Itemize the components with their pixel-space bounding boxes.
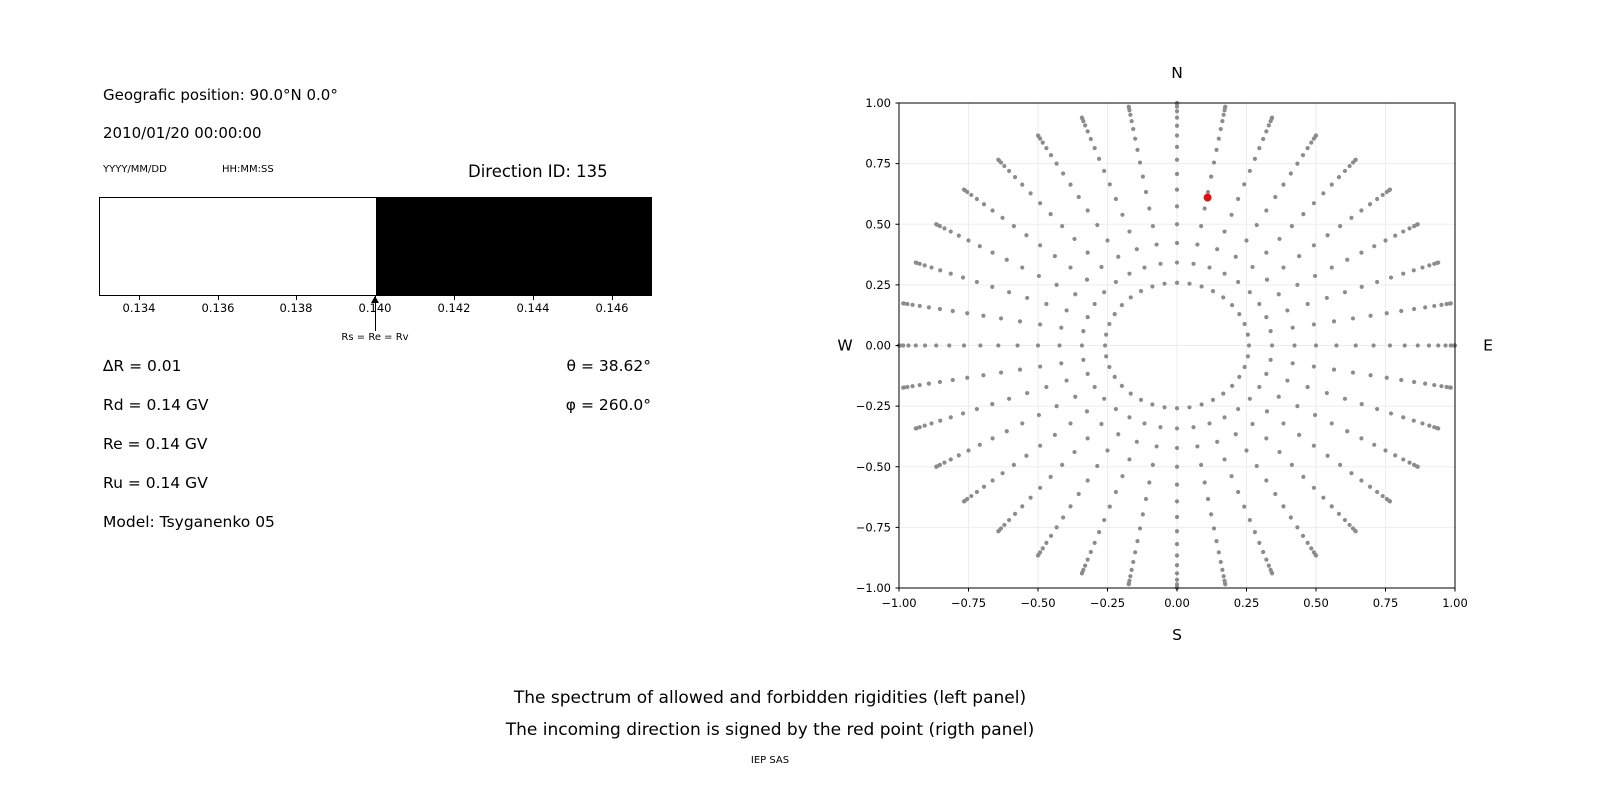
time-format-label: HH:MM:SS — [222, 164, 274, 175]
svg-text:0.75: 0.75 — [865, 157, 891, 171]
direction-id-text: Direction ID: 135 — [468, 162, 608, 181]
spectrum-x-tick — [454, 296, 455, 300]
svg-text:1.00: 1.00 — [1442, 596, 1468, 610]
theta-text: θ = 38.62° — [566, 357, 651, 375]
rigidity-marker-arrow-head — [371, 296, 379, 303]
compass-label-east: E — [1483, 337, 1493, 355]
spectrum-x-tick-label: 0.136 — [201, 301, 235, 315]
svg-text:0.75: 0.75 — [1373, 596, 1399, 610]
spectrum-x-tick-label: 0.134 — [122, 301, 156, 315]
svg-text:−0.75: −0.75 — [951, 596, 986, 610]
svg-text:0.50: 0.50 — [865, 217, 891, 231]
red-direction-point — [1203, 193, 1212, 202]
caption-line-1: The spectrum of allowed and forbidden ri… — [513, 688, 1027, 708]
spectrum-x-tick — [612, 296, 613, 300]
spectrum-x-tick — [533, 296, 534, 300]
spectrum-x-tick-label: 0.138 — [279, 301, 313, 315]
svg-text:−0.50: −0.50 — [856, 460, 891, 474]
delta-r-text: ∆R = 0.01 — [103, 357, 182, 375]
spectrum-x-tick-label: 0.146 — [595, 301, 629, 315]
ru-text: Ru = 0.14 GV — [103, 474, 208, 492]
direction-plot: −1.00 −0.75 −0.50 −0.25 0.00 0.25 0.50 0.75 1.00… — [837, 64, 1493, 644]
geographic-position-text: Geografic position: 90.0°N 0.0° — [103, 86, 338, 104]
svg-text:−1.00: −1.00 — [881, 596, 916, 610]
rigidity-marker-label: Rs = Re = Rv — [341, 332, 409, 343]
date-format-label: YYYY/MM/DD — [103, 164, 167, 175]
svg-text:−0.75: −0.75 — [856, 520, 891, 534]
svg-text:−0.25: −0.25 — [856, 399, 891, 413]
forbidden-region — [375, 198, 651, 295]
plot-axis-tick-labels: −1.00 −0.75 −0.50 −0.25 0.00 0.25 0.50 0.75 1.00… — [856, 96, 1468, 610]
svg-text:−1.00: −1.00 — [856, 581, 891, 595]
phi-text: φ = 260.0° — [565, 396, 651, 414]
direction-grid-dots — [896, 100, 1458, 591]
svg-text:0.00: 0.00 — [1164, 596, 1190, 610]
caption-line-2: The incoming direction is signed by the … — [505, 720, 1035, 740]
model-text: Model: Tsyganenko 05 — [103, 513, 275, 531]
datetime-text: 2010/01/20 00:00:00 — [103, 124, 262, 142]
rigidity-spectrum-chart — [99, 197, 652, 296]
svg-text:0.50: 0.50 — [1303, 596, 1329, 610]
spectrum-x-tick-label: 0.142 — [437, 301, 471, 315]
svg-text:−0.50: −0.50 — [1020, 596, 1055, 610]
svg-text:−0.25: −0.25 — [1090, 596, 1125, 610]
svg-text:0.25: 0.25 — [1234, 596, 1260, 610]
credit-text: IEP SAS — [750, 755, 790, 766]
compass-label-north: N — [1171, 64, 1183, 82]
compass-label-south: S — [1172, 626, 1182, 644]
re-text: Re = 0.14 GV — [103, 435, 208, 453]
spectrum-x-tick-label: 0.144 — [516, 301, 550, 315]
spectrum-x-tick — [139, 296, 140, 300]
svg-text:0.25: 0.25 — [865, 278, 891, 292]
compass-label-west: W — [837, 337, 852, 355]
plot-axis-ticks — [895, 102, 1456, 592]
svg-text:0.00: 0.00 — [865, 339, 891, 353]
rigidity-marker-arrow-line — [375, 301, 376, 331]
svg-text:1.00: 1.00 — [865, 96, 891, 110]
spectrum-x-tick — [218, 296, 219, 300]
rd-text: Rd = 0.14 GV — [103, 396, 209, 414]
spectrum-x-tick — [296, 296, 297, 300]
